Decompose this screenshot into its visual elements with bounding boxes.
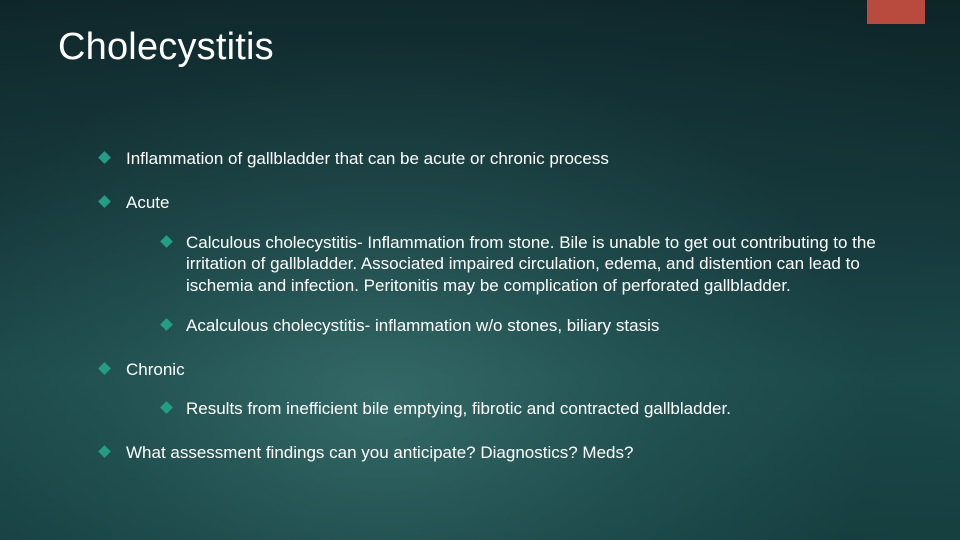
list-item: Calculous cholecystitis- Inflammation fr… <box>162 232 900 297</box>
bullet-icon <box>98 195 111 208</box>
slide: Cholecystitis Inflammation of gallbladde… <box>0 0 960 540</box>
list-item: Chronic Results from inefficient bile em… <box>100 359 900 421</box>
slide-title: Cholecystitis <box>58 26 274 69</box>
list-item-label: Results from inefficient bile emptying, … <box>186 399 731 418</box>
bullet-icon <box>98 151 111 164</box>
slide-body: Inflammation of gallbladder that can be … <box>100 148 900 464</box>
list-item-label: Acute <box>126 193 169 212</box>
list-item: Inflammation of gallbladder that can be … <box>100 148 900 170</box>
list-item-label: Calculous cholecystitis- Inflammation fr… <box>186 233 876 296</box>
list-item: Results from inefficient bile emptying, … <box>162 398 900 420</box>
list-item-label: Acalculous cholecystitis- inflammation w… <box>186 316 659 335</box>
list-item: Acalculous cholecystitis- inflammation w… <box>162 315 900 337</box>
list-item-label: What assessment findings can you anticip… <box>126 443 633 462</box>
list-item: What assessment findings can you anticip… <box>100 442 900 464</box>
list-item-label: Inflammation of gallbladder that can be … <box>126 149 609 168</box>
accent-bar <box>867 0 925 24</box>
bullet-icon <box>98 445 111 458</box>
bullet-icon <box>160 401 173 414</box>
list-item: Acute Calculous cholecystitis- Inflammat… <box>100 192 900 337</box>
bullet-icon <box>98 362 111 375</box>
bullet-icon <box>160 318 173 331</box>
list-item-label: Chronic <box>126 360 185 379</box>
bullet-icon <box>160 235 173 248</box>
